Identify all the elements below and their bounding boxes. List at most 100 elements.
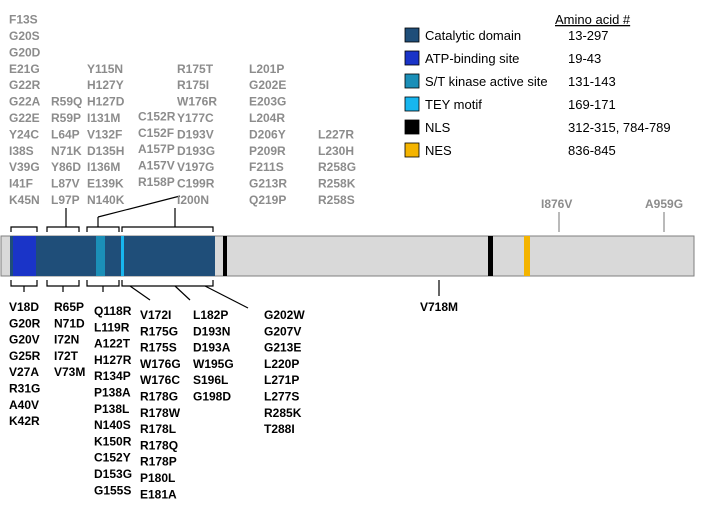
bottom-mutation: D193N: [193, 324, 230, 338]
top-mutation: V39G: [9, 160, 40, 174]
top-mutation: G202E: [249, 78, 286, 92]
bottom-mutation: W195G: [193, 357, 234, 371]
top-mutation: H127D: [87, 95, 125, 109]
top-mutation: I136M: [87, 160, 120, 174]
bottom-mutation: R285K: [264, 406, 302, 420]
top-mutation: V197G: [177, 160, 214, 174]
top-mutation: K45N: [9, 193, 40, 207]
bottom-mutation: N71D: [54, 316, 85, 330]
bottom-tick-4: [129, 285, 151, 301]
legend-range: 13-297: [568, 28, 608, 43]
catalytic-domain: [10, 236, 215, 276]
top-mutation: I200N: [177, 193, 209, 207]
top-mutation: L204R: [249, 111, 285, 125]
bottom-mutation: R178G: [140, 390, 178, 404]
bottom-mutation-labels: V18D G20R G20V G25R V27A R31G A40V K42R R65P N71D…: [9, 300, 305, 501]
bottom-mutation: H127R: [94, 353, 132, 367]
bottom-mutation: W176C: [140, 373, 180, 387]
top-mutation: C199R: [177, 177, 215, 191]
top-mutation-labels: F13S G20S G20D E21G G22R G22A G22E Y24C I38S V39G…: [9, 13, 356, 207]
top-bracket-4: [121, 226, 214, 232]
bottom-mutation: R178W: [140, 406, 181, 420]
bottom-mutation: T288I: [264, 422, 295, 436]
bottom-mutation: K150R: [94, 434, 132, 448]
top-mutation: G22E: [9, 111, 40, 125]
top-mutation: C152F: [138, 126, 174, 140]
top-bracket-3: [86, 226, 120, 232]
bottom-mutation: D153G: [94, 467, 132, 481]
top-mutation: I41F: [9, 177, 33, 191]
top-mutation: D135H: [87, 144, 124, 158]
bottom-mutation: L220P: [264, 357, 299, 371]
legend: Amino acid # Catalytic domain 13-297 ATP-b…: [404, 12, 671, 158]
legend-range: 19-43: [568, 51, 601, 66]
bottom-mutation: P138L: [94, 402, 129, 416]
top-mutation: A157V: [138, 159, 175, 173]
bottom-single-mutation: V718M: [420, 300, 458, 314]
bottom-mutation: V172I: [140, 308, 171, 322]
top-mutation: C152R: [138, 109, 176, 123]
top-mutation: Y177C: [177, 111, 214, 125]
legend-label: TEY motif: [425, 97, 482, 112]
bottom-mutation: D193A: [193, 341, 231, 355]
top-single-mutation: A959G: [645, 197, 683, 211]
top-mutation: R175I: [177, 78, 209, 92]
bottom-mutation: R175G: [140, 324, 178, 338]
bottom-mutation: R134P: [94, 369, 131, 383]
bottom-mutation: R175S: [140, 341, 177, 355]
protein-bar: [0, 235, 695, 277]
legend-range: 131-143: [568, 74, 616, 89]
bottom-mutation: K42R: [9, 414, 40, 428]
top-mutation: E203G: [249, 95, 286, 109]
bottom-mutation: N140S: [94, 418, 131, 432]
top-mutation: I131M: [87, 111, 120, 125]
top-tick-3b: [97, 195, 181, 218]
top-mutation: F211S: [249, 160, 284, 174]
top-mutation: D193G: [177, 144, 215, 158]
top-mutation: N140K: [87, 193, 125, 207]
bottom-mutation: G25R: [9, 349, 41, 363]
bottom-mutation: I72T: [54, 349, 79, 363]
bottom-mutation: W176G: [140, 357, 181, 371]
single-mutation-labels: I876V A959G V718M: [420, 197, 683, 314]
top-mutation: V132F: [87, 127, 122, 141]
legend-label: Catalytic domain: [425, 28, 521, 43]
bottom-mutation: G155S: [94, 483, 131, 497]
top-mutation: R158P: [138, 175, 175, 189]
legend-swatch: [404, 73, 420, 89]
legend-label: NLS: [425, 120, 451, 135]
top-mutation: R258S: [318, 193, 355, 207]
bottom-mutation: G198D: [193, 390, 231, 404]
bottom-mutation: A122T: [94, 337, 131, 351]
top-bracket-1: [10, 226, 38, 232]
bottom-mutation: G20R: [9, 316, 41, 330]
bottom-mutation: R178Q: [140, 438, 178, 452]
bottom-mutation: L271P: [264, 373, 299, 387]
top-mutation: L230H: [318, 144, 354, 158]
legend-swatch: [404, 119, 420, 135]
legend-swatch: [404, 50, 420, 66]
bottom-mutation: R31G: [9, 382, 40, 396]
legend-swatch: [404, 142, 420, 158]
bottom-mutation: G213E: [264, 341, 301, 355]
bottom-mutation: R178P: [140, 455, 177, 469]
top-mutation: G22R: [9, 78, 41, 92]
legend-label: NES: [425, 143, 452, 158]
top-mutation: G22A: [9, 95, 41, 109]
top-mutation: G20D: [9, 45, 41, 59]
top-mutation: L87V: [51, 177, 80, 191]
top-single-mutation: I876V: [541, 197, 572, 211]
bottom-tick-6: [204, 285, 249, 309]
top-mutation: R59P: [51, 111, 81, 125]
bottom-mutation: L277S: [264, 390, 299, 404]
top-mutation: I38S: [9, 144, 34, 158]
top-mutation: F13S: [9, 13, 38, 27]
top-mutation: P209R: [249, 144, 286, 158]
bottom-tick-5: [174, 285, 191, 301]
top-mutation: G20S: [9, 29, 40, 43]
top-mutation: L227R: [318, 127, 354, 141]
bottom-mutation: G202W: [264, 308, 305, 322]
top-mutation: Y115N: [87, 62, 123, 76]
bottom-mutation: S196L: [193, 373, 228, 387]
